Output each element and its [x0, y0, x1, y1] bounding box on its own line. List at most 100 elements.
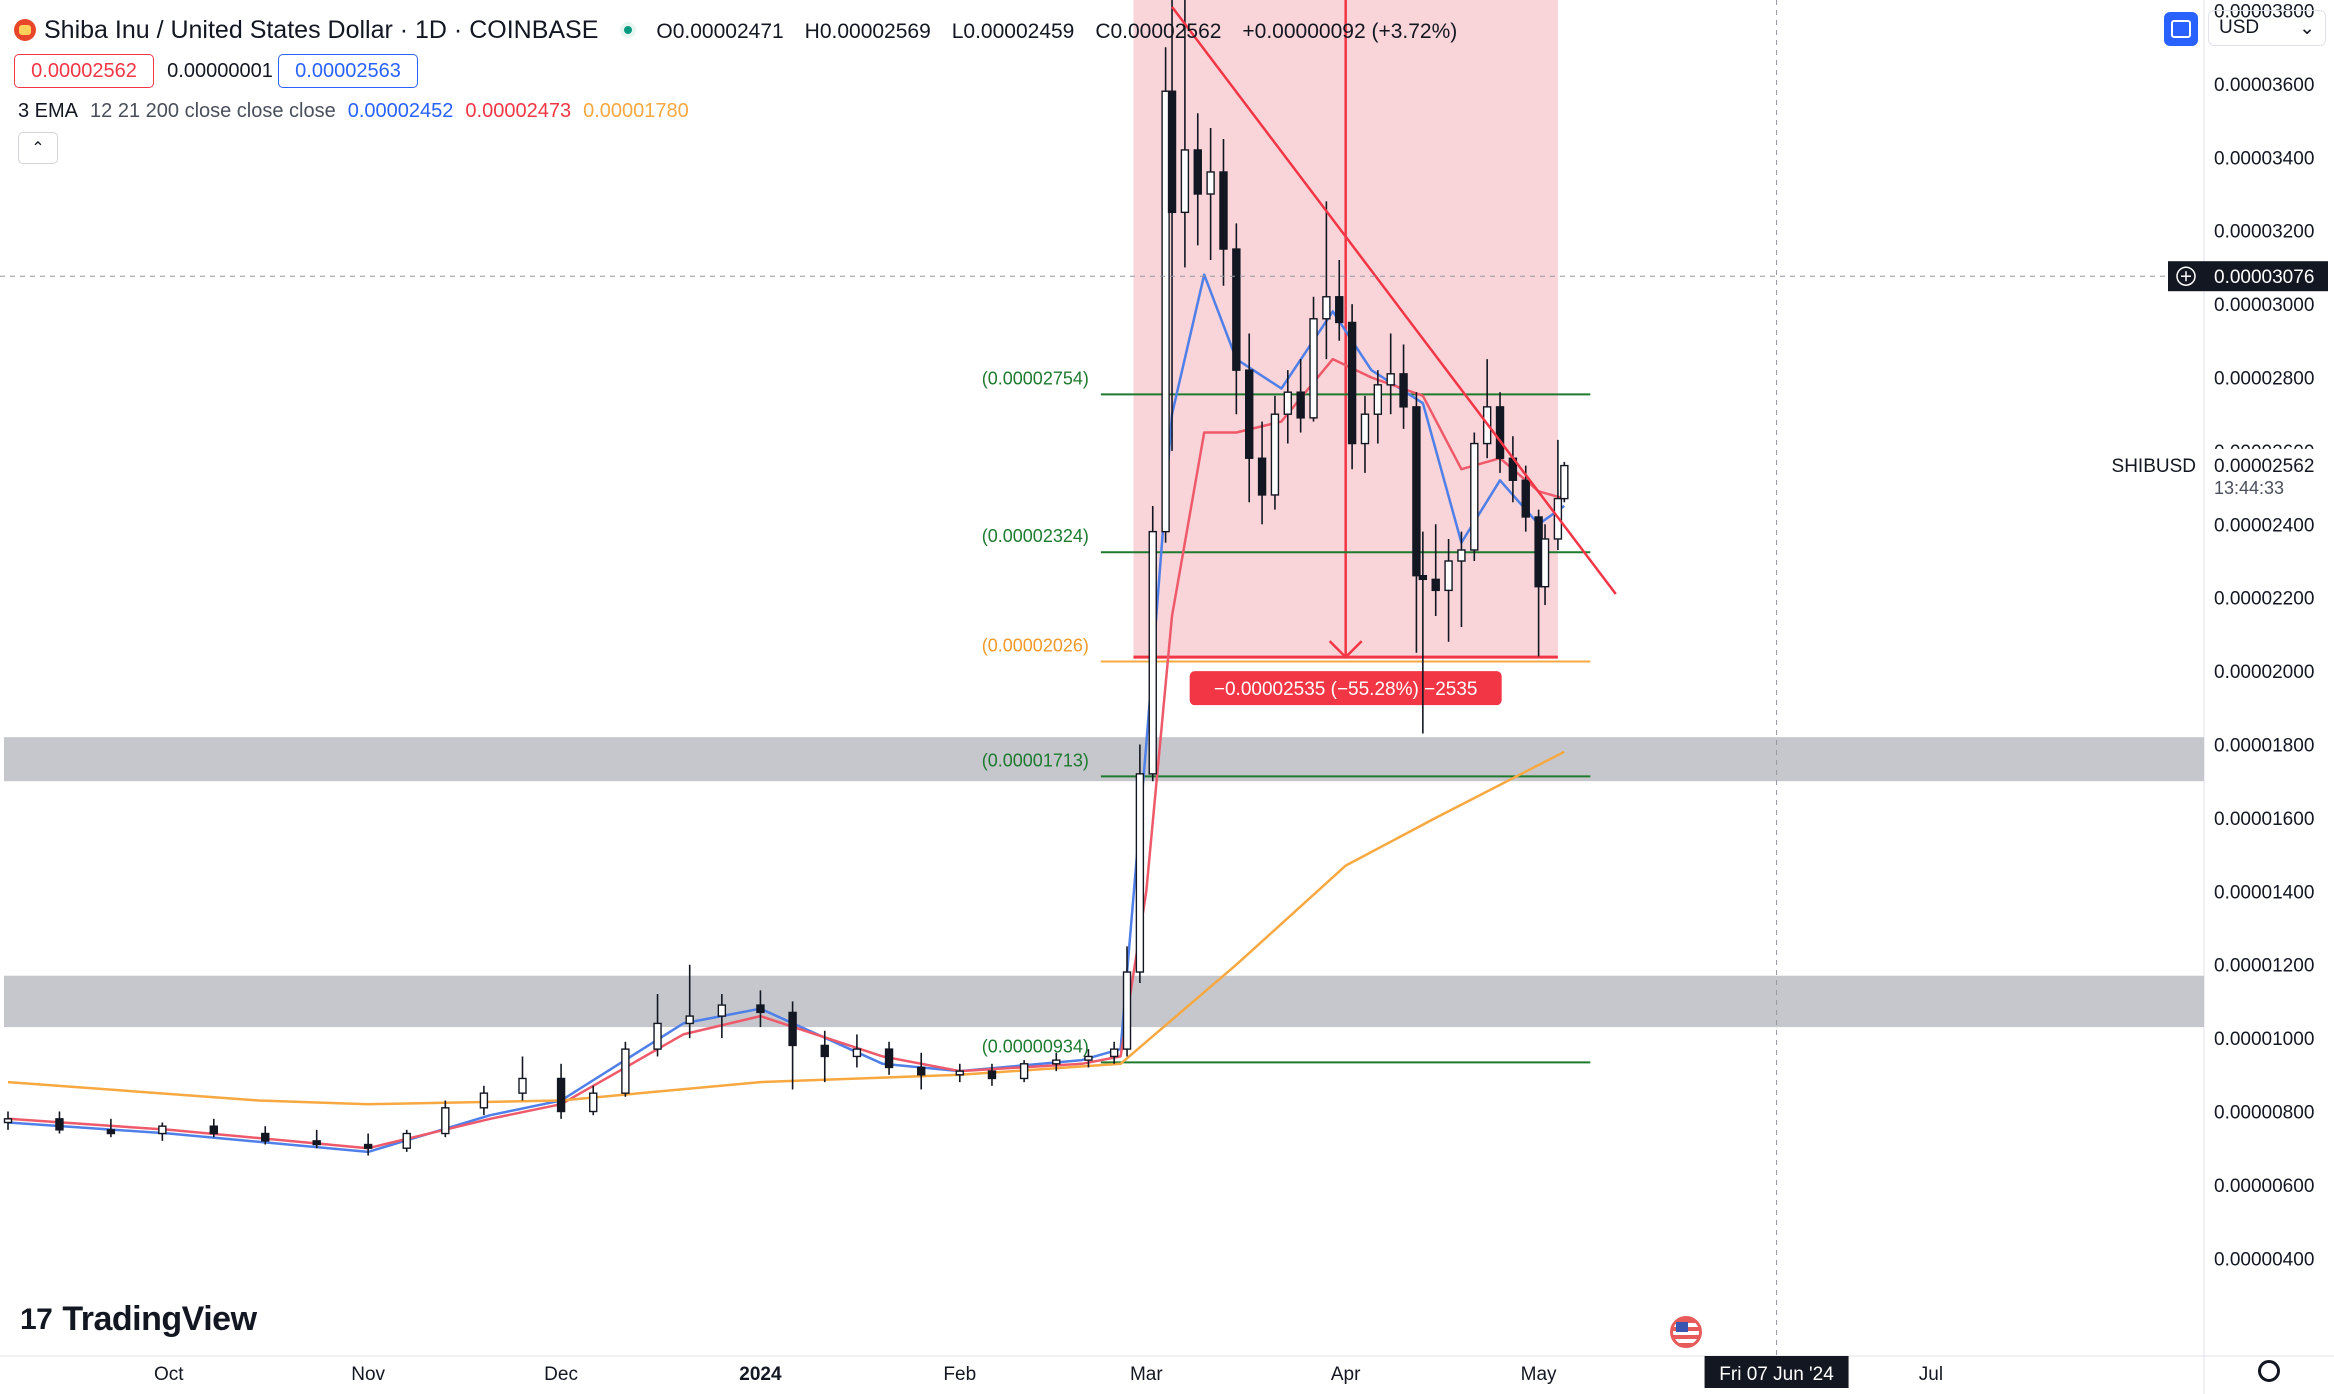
indicator-params: 12 21 200 close close close	[90, 100, 336, 122]
sell-button[interactable]: 0.00002562	[14, 54, 154, 88]
gear-icon[interactable]	[2258, 1360, 2280, 1382]
add-alert-icon[interactable]	[2176, 266, 2196, 286]
time-tick-8: Jul	[1919, 1364, 1943, 1385]
currency-select[interactable]: USD ⌄	[2208, 10, 2326, 46]
candle-body-53	[1412, 406, 1421, 577]
buy-button[interactable]: 0.00002563	[278, 54, 418, 88]
candle-body-35	[1180, 149, 1190, 214]
time-tick-2: Dec	[544, 1364, 578, 1385]
price-range-box[interactable]: −0.00002535 (−55.28%) −2535	[1133, 0, 1558, 706]
price-tick-6: 0.00003600	[2214, 75, 2314, 96]
currency-label: USD	[2219, 17, 2260, 38]
candle-body-22	[884, 1048, 894, 1069]
candle-body-33	[1161, 90, 1170, 533]
time-tick-3: 2024	[739, 1364, 782, 1385]
candle-body-46	[1322, 296, 1331, 320]
candle-body-0	[3, 1118, 13, 1124]
candle-body-11	[518, 1077, 527, 1094]
indicator-name[interactable]: 3 EMA	[18, 100, 79, 122]
candle-body-45	[1309, 318, 1318, 419]
price-tick-13: 0.00002200	[2214, 589, 2314, 610]
price-tick-7: 0.00003400	[2214, 148, 2314, 169]
compare-scale-icon[interactable]	[2164, 12, 2198, 46]
arrow-down-icon	[1328, 640, 1363, 659]
indicator-legend[interactable]: 3 EMA 12 21 200 close close close 0.0000…	[18, 100, 701, 123]
ohlc-low: L0.00002459	[951, 19, 1075, 43]
range-label: −0.00002535 (−55.28%) −2535	[1214, 679, 1478, 700]
crosshair	[0, 0, 2204, 1356]
candle-body-17	[717, 1004, 727, 1017]
candle-body-49	[1360, 413, 1370, 445]
crosshair-price: 0.00003076	[2214, 267, 2314, 288]
candle-body-43	[1283, 391, 1292, 415]
candle-body-51	[1386, 373, 1395, 386]
candle-body-7	[363, 1143, 373, 1149]
candle-body-62	[1521, 479, 1530, 518]
spread-value: 0.00000001	[167, 59, 273, 82]
ema-line-3	[7, 750, 1565, 1106]
candle-body-24	[955, 1070, 965, 1076]
candle-body-39	[1232, 248, 1241, 371]
candle-body-10	[479, 1092, 489, 1109]
time-axis[interactable]: Oct Nov Dec 2024 Feb Mar Apr May Jul Fri 07 Jun '…	[154, 1356, 1943, 1388]
candle-body-57	[1457, 549, 1466, 562]
fib-retracement[interactable]: (0.00004573)(0.00002754)(0.00002324)(0.0…	[982, 0, 1591, 1064]
candle-body-60	[1495, 406, 1505, 459]
candle-body-6	[312, 1140, 321, 1146]
trendline[interactable]	[1171, 6, 1617, 595]
market-status-icon[interactable]	[620, 22, 637, 38]
trendline-line[interactable]	[1171, 6, 1617, 595]
last-price: 0.00002562	[2214, 456, 2314, 477]
candle-body-40	[1245, 369, 1254, 459]
ema-line-2	[7, 357, 1565, 1150]
candle-body-37	[1206, 171, 1215, 195]
candles	[3, 0, 1569, 1156]
ohlc-open: O0.00002471	[656, 19, 784, 43]
ohlc-change: +0.00000092 (+3.72%)	[1242, 19, 1458, 43]
price-axis[interactable]: 0.000048000.000046000.000044000.00004200…	[2112, 0, 2328, 1270]
candle-body-36	[1193, 149, 1202, 195]
collapse-legend-button[interactable]: ⌃	[18, 132, 58, 164]
price-tick-10: 0.00002800	[2214, 369, 2314, 390]
tradingview-logo[interactable]: 17 TradingView	[20, 1300, 257, 1339]
symbol-header[interactable]: Shiba Inu / United States Dollar · 1D · …	[14, 12, 1471, 48]
candle-body-19	[788, 1011, 797, 1047]
fib-label-1: (0.00002754)	[982, 368, 1089, 388]
candle-body-16	[685, 1015, 694, 1025]
candle-body-32	[1148, 530, 1157, 775]
candle-body-27	[1052, 1059, 1061, 1065]
fib-label-3: (0.00002026)	[982, 636, 1089, 656]
support-zones	[4, 737, 2204, 1028]
candle-body-12	[556, 1077, 566, 1113]
candle-body-26	[1019, 1063, 1029, 1080]
price-tick-21: 0.00000600	[2214, 1176, 2314, 1197]
candle-body-25	[987, 1070, 997, 1080]
candle-body-52	[1399, 373, 1408, 408]
candle-body-31	[1135, 773, 1145, 973]
candle-body-44	[1296, 391, 1305, 419]
candle-body-42	[1270, 413, 1280, 496]
zone-1	[4, 975, 2204, 1028]
candle-body-47	[1335, 296, 1344, 324]
price-tick-12: 0.00002400	[2214, 515, 2314, 536]
candle-body-20	[820, 1044, 829, 1058]
candle-body-58	[1470, 442, 1479, 551]
ohlc-close: C0.00002562	[1095, 19, 1222, 43]
chevron-up-icon: ⌃	[31, 140, 45, 157]
us-flag-icon[interactable]	[1670, 1316, 1702, 1348]
candle-body-15	[653, 1022, 662, 1050]
tradingview-logo-text: TradingView	[62, 1300, 257, 1338]
zone-0	[4, 737, 2204, 782]
candle-body-28	[1084, 1055, 1093, 1061]
candle-body-1	[55, 1118, 64, 1131]
price-tick-18: 0.00001200	[2214, 956, 2314, 977]
price-tick-14: 0.00002000	[2214, 662, 2314, 683]
price-tick-9: 0.00003000	[2214, 295, 2314, 316]
candle-body-34	[1167, 90, 1177, 214]
candle-body-48	[1347, 321, 1357, 445]
symbol-label: SHIBUSD	[2112, 456, 2196, 477]
range-label-box[interactable]	[1189, 671, 1502, 706]
candle-body-4	[209, 1125, 218, 1135]
symbol-title[interactable]: Shiba Inu / United States Dollar · 1D · …	[44, 15, 599, 44]
